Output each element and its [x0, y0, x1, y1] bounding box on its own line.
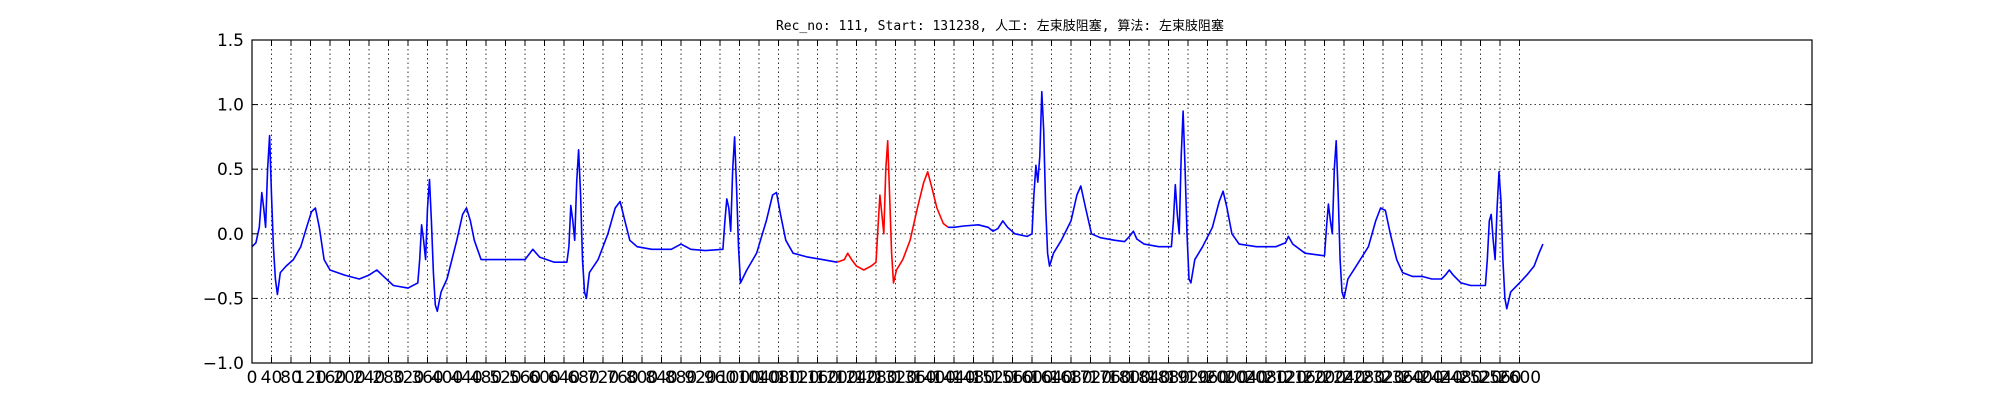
x-tick-label: 800	[626, 368, 658, 388]
y-tick-label: 1.0	[217, 96, 244, 116]
x-tick-label: 640	[548, 368, 580, 388]
x-tick-label: 1560	[991, 368, 1034, 388]
x-tick-label: 2160	[1283, 368, 1326, 388]
x-tick-label: 2120	[1264, 368, 1307, 388]
y-tick-label: 0.0	[217, 225, 244, 245]
x-tick-label: 1360	[893, 368, 936, 388]
x-tick-label: 2560	[1478, 368, 1521, 388]
x-tick-label: 1280	[854, 368, 897, 388]
x-tick-label: 1680	[1049, 368, 1092, 388]
x-tick-label: 1960	[1186, 368, 1229, 388]
x-tick-label: 2360	[1381, 368, 1424, 388]
y-axis: −1.0 −0.5 0.0 0.5 1.0 1.5	[203, 31, 1812, 374]
x-tick-label: 2440	[1420, 368, 1463, 388]
x-tick-label: 920	[684, 368, 716, 388]
x-tick-label: 160	[314, 368, 346, 388]
x-tick-label: 1320	[874, 368, 917, 388]
y-tick-label: −0.5	[203, 289, 244, 309]
x-tick-label: 1400	[913, 368, 956, 388]
x-tick-label: 2040	[1225, 368, 1268, 388]
x-tick-label: 560	[509, 368, 541, 388]
x-tick-label: 1640	[1030, 368, 1073, 388]
x-tick-label: 680	[567, 368, 599, 388]
x-tick-label: 80	[280, 368, 302, 388]
x-tick-label: 1920	[1166, 368, 1209, 388]
x-tick-label: 320	[392, 368, 424, 388]
ecg-series-line	[836, 140, 949, 284]
x-tick-label: 2240	[1322, 368, 1365, 388]
x-tick-label: 1720	[1069, 368, 1112, 388]
x-tick-label: 760	[606, 368, 638, 388]
x-tick-label: 1800	[1108, 368, 1151, 388]
chart-title: Rec_no: 111, Start: 131238, 人工: 左束肢阻塞, 算…	[776, 18, 1224, 34]
x-tick-label: 2280	[1342, 368, 1385, 388]
x-tick-label: 1600	[1010, 368, 1053, 388]
x-tick-label: 1120	[776, 368, 819, 388]
x-tick-label: 600	[528, 368, 560, 388]
x-tick-label: 1760	[1088, 368, 1131, 388]
x-tick-label: 1840	[1127, 368, 1170, 388]
x-tick-label: 1040	[737, 368, 780, 388]
x-tick-label: 1200	[815, 368, 858, 388]
grid	[252, 40, 1812, 363]
x-tick-label: 1480	[952, 368, 995, 388]
x-tick-label: 480	[470, 368, 502, 388]
x-tick-label: 880	[665, 368, 697, 388]
x-tick-label: 120	[294, 368, 326, 388]
x-tick-label: 2480	[1439, 368, 1482, 388]
x-tick-label: 840	[645, 368, 677, 388]
x-tick-label: 1440	[932, 368, 975, 388]
x-tick-label: 0	[247, 368, 258, 388]
y-tick-label: 0.5	[217, 160, 244, 180]
ecg-series-line	[251, 134, 838, 313]
x-tick-label: 960	[704, 368, 736, 388]
x-tick-label: 1000	[718, 368, 761, 388]
x-tick-label: 200	[333, 368, 365, 388]
ecg-series-line	[948, 90, 1544, 310]
x-tick-label: 2200	[1303, 368, 1346, 388]
series-layer	[251, 90, 1544, 313]
x-tick-label: 2080	[1244, 368, 1287, 388]
x-tick-label: 40	[261, 368, 283, 388]
x-tick-label: 240	[353, 368, 385, 388]
x-tick-label: 2000	[1205, 368, 1248, 388]
x-tick-label: 1160	[796, 368, 839, 388]
x-tick-label: 360	[411, 368, 443, 388]
x-tick-label: 2400	[1400, 368, 1443, 388]
x-tick-label: 720	[587, 368, 619, 388]
y-tick-label: 1.5	[217, 31, 244, 51]
x-tick-label: 400	[431, 368, 463, 388]
x-tick-label: 280	[372, 368, 404, 388]
x-tick-label: 2320	[1361, 368, 1404, 388]
x-tick-label: 1240	[835, 368, 878, 388]
x-tick-label: 1520	[971, 368, 1014, 388]
x-tick-label: 1080	[757, 368, 800, 388]
x-axis: 0 408012016020024028032036040044048052056…	[247, 40, 1541, 388]
y-tick-label: −1.0	[203, 354, 244, 374]
x-tick-label: 440	[450, 368, 482, 388]
x-tick-label: 2600	[1498, 368, 1541, 388]
x-tick-label: 2520	[1459, 368, 1502, 388]
x-tick-label: 1880	[1147, 368, 1190, 388]
x-tick-label: 520	[489, 368, 521, 388]
